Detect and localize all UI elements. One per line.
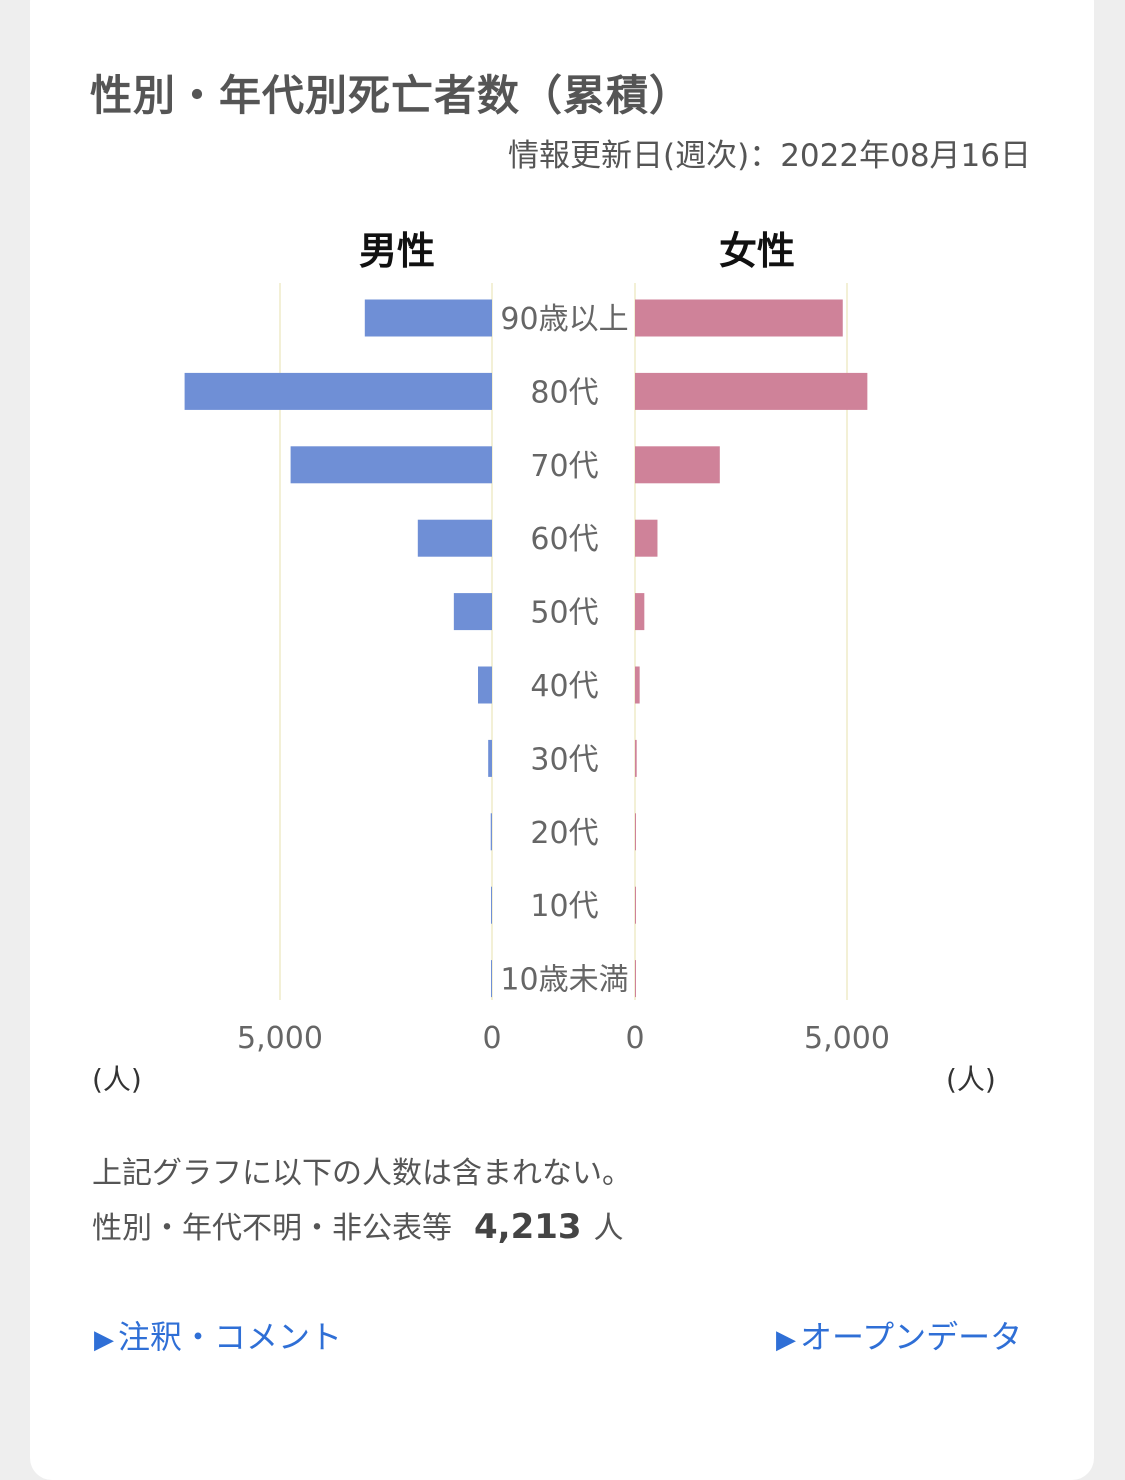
card-title: 性別・年代別死亡者数（累積） — [90, 71, 693, 120]
unknown-count-label: 性別・年代不明・非公表等 — [92, 1211, 452, 1246]
unknown-count-value: 4,213 — [474, 1207, 582, 1247]
female-bar — [635, 299, 843, 337]
male-bar — [290, 446, 492, 484]
update-date: 情報更新日(週次)：2022年08月16日 — [508, 138, 1031, 174]
male-bar — [478, 666, 492, 704]
female-bar — [635, 813, 636, 851]
male-bar — [491, 960, 492, 998]
age-category-label: 90歳以上 — [500, 302, 628, 337]
female-bar — [635, 886, 636, 924]
triangle-right-icon: ▶ — [94, 1325, 114, 1355]
comments-link-label: 注釈・コメント — [118, 1318, 343, 1356]
male-bar — [488, 739, 492, 777]
female-bar — [635, 372, 868, 410]
male-tick-label: 5,000 — [237, 1021, 323, 1056]
age-category-label: 70代 — [530, 449, 598, 484]
age-category-label: 80代 — [530, 375, 598, 410]
female-bar — [635, 593, 645, 631]
male-bar — [364, 299, 492, 337]
male-bar — [184, 372, 492, 410]
unknown-count-unit: 人 — [593, 1211, 624, 1246]
death-stats-card — [30, 0, 1094, 1480]
population-pyramid-chart: 男性 女性 90歳以上 80代 70代 60代 50代 40代 30代 20代 10代 10歳未満 5,… — [184, 229, 890, 1056]
open-data-link[interactable]: ▶ オープンデータ — [776, 1312, 1022, 1358]
age-category-label: 50代 — [530, 596, 598, 631]
excluded-note: 上記グラフに以下の人数は含まれない。 — [92, 1156, 632, 1191]
open-data-link-label: オープンデータ — [800, 1318, 1023, 1356]
unknown-count-row: 性別・年代不明・非公表等 4,213 人 — [92, 1203, 624, 1247]
age-category-label: 40代 — [530, 669, 598, 704]
female-bar — [635, 519, 658, 557]
male-tick-label: 0 — [482, 1021, 501, 1056]
age-category-label: 20代 — [530, 816, 598, 851]
age-category-label: 30代 — [530, 742, 598, 777]
age-category-label: 10代 — [530, 889, 598, 924]
female-bar — [635, 666, 640, 704]
female-tick-label: 5,000 — [804, 1021, 890, 1056]
male-axis-unit: (人) — [92, 1063, 142, 1096]
female-bar — [635, 739, 637, 777]
male-bar — [490, 813, 492, 851]
female-axis-unit: (人) — [946, 1063, 996, 1096]
female-bar — [635, 446, 720, 484]
female-tick-label: 0 — [625, 1021, 644, 1056]
male-bar — [417, 519, 492, 557]
age-category-label: 60代 — [530, 522, 598, 557]
age-category-label: 10歳未満 — [500, 963, 628, 998]
triangle-right-icon: ▶ — [776, 1325, 796, 1355]
male-series-label: 男性 — [359, 229, 435, 273]
comments-link[interactable]: ▶ 注釈・コメント — [94, 1312, 342, 1358]
male-bar — [453, 593, 492, 631]
male-bar — [491, 886, 492, 924]
female-series-label: 女性 — [719, 229, 795, 273]
female-bar — [635, 960, 636, 998]
